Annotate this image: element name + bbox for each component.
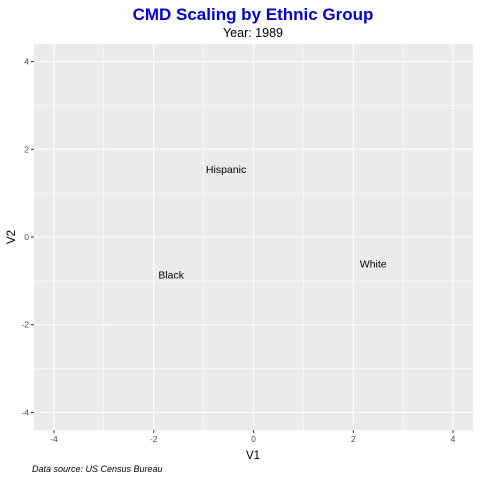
x-tick-label: -2	[150, 434, 158, 444]
chart-subtitle: Year: 1989	[223, 26, 283, 40]
y-tick-label: 2	[24, 144, 29, 154]
point-label-black: Black	[158, 269, 184, 281]
axis-ticks: -4 -2 0 2 4 -4 -2 0 2 4	[21, 57, 455, 444]
chart-caption: Data source: US Census Bureau	[32, 464, 163, 474]
y-tick-label: -4	[21, 407, 29, 417]
x-tick-label: 0	[251, 434, 256, 444]
y-tick-label: 0	[24, 232, 29, 242]
y-tick-label: -2	[21, 320, 29, 330]
y-axis-title: V2	[6, 230, 18, 244]
x-tick-label: 2	[351, 434, 356, 444]
point-labels: Hispanic Black White	[158, 164, 386, 281]
grid-lines	[34, 44, 473, 430]
y-tick-label: 4	[24, 57, 29, 67]
x-axis-title: V1	[246, 450, 260, 462]
point-label-white: White	[360, 258, 387, 270]
x-tick-label: -4	[50, 434, 58, 444]
point-label-hispanic: Hispanic	[206, 164, 246, 176]
chart-title: CMD Scaling by Ethnic Group	[133, 5, 374, 24]
x-tick-label: 4	[451, 434, 456, 444]
